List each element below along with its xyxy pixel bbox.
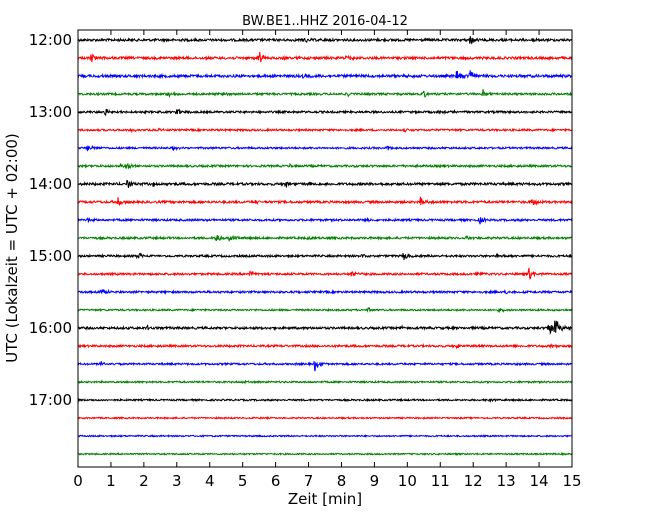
x-tick-label: 8 [337,472,347,490]
trace-1700 [77,397,573,403]
x-axis: 0 1 2 3 4 5 6 7 8 9 10 11 12 13 14 15 [73,30,582,490]
trace-1430 [77,216,573,225]
trace-1715 [77,415,573,421]
x-tick-label: 10 [398,472,417,490]
trace-1745 [77,451,573,457]
trace-1200 [77,36,573,45]
y-tick-label: 13:00 [29,103,72,121]
x-tick-label: 15 [562,472,581,490]
trace-1530 [77,288,573,295]
trace-1545 [77,306,573,314]
trace-1645 [77,379,573,385]
trace-1215 [77,51,573,63]
x-tick-label: 4 [205,472,215,490]
trace-1415 [77,196,573,206]
x-tick-label: 11 [431,472,450,490]
x-tick-label: 5 [238,472,248,490]
x-tick-label: 7 [304,472,314,490]
trace-1730 [77,434,573,439]
trace-1400 [77,179,573,188]
trace-1345 [77,162,573,170]
x-tick-label: 14 [530,472,549,490]
trace-1300 [77,108,573,117]
y-axis-label: UTC (Lokalzeit = UTC + 02:00) [3,133,21,363]
trace-1615 [77,343,573,350]
y-tick-label: 15:00 [29,247,72,265]
y-tick-label: 14:00 [29,175,72,193]
chart-title: BW.BE1..HHZ 2016-04-12 [242,14,408,29]
x-tick-label: 13 [497,472,516,490]
trace-1630 [77,361,573,372]
trace-1500 [77,252,573,261]
y-tick-label: 16:00 [29,319,72,337]
trace-1230 [77,70,573,80]
x-axis-label: Zeit [min] [288,490,362,508]
trace-1245 [77,89,573,99]
x-tick-label: 2 [139,472,149,490]
x-tick-label: 1 [106,472,116,490]
x-tick-label: 0 [73,472,83,490]
trace-1600 [77,320,573,335]
trace-1315 [77,127,573,134]
trace-1445 [77,234,573,242]
x-tick-label: 6 [271,472,281,490]
x-tick-label: 3 [172,472,182,490]
plot-frame [77,29,573,468]
trace-1515 [77,267,573,280]
trace-1330 [78,144,573,152]
traces-group [77,36,573,457]
y-tick-label: 12:00 [29,31,72,49]
x-tick-label: 12 [464,472,483,490]
y-tick-label: 17:00 [29,391,72,409]
y-axis: 12:00 13:00 14:00 15:00 16:00 17:00 [29,31,572,409]
x-tick-label: 9 [370,472,380,490]
